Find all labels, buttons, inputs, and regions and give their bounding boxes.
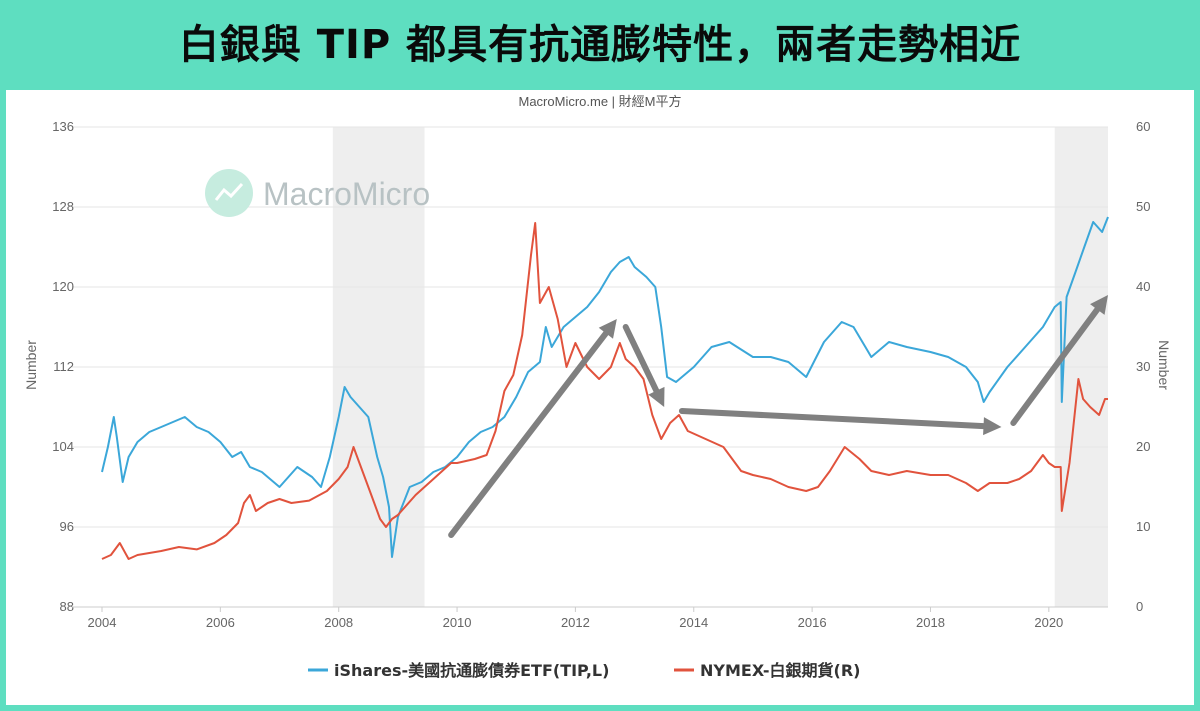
x-tick-label: 2010 — [443, 615, 472, 630]
trend-arrow-head-icon — [598, 319, 617, 339]
left-tick-label: 88 — [60, 599, 74, 614]
x-tick-label: 2004 — [88, 615, 117, 630]
trend-arrow-head-icon — [1090, 295, 1108, 315]
trend-arrow-shaft — [1010, 306, 1101, 426]
left-tick-label: 112 — [53, 359, 74, 374]
series-line-silver — [101, 222, 1108, 560]
trend-arrows — [448, 295, 1108, 538]
right-tick-label: 10 — [1136, 519, 1150, 534]
banner-title: 白銀與 TIP 都具有抗通膨特性，兩者走勢相近 — [178, 22, 1022, 68]
trend-arrow-shaft — [622, 324, 660, 394]
title-banner: 白銀與 TIP 都具有抗通膨特性，兩者走勢相近 — [0, 0, 1200, 90]
x-tick-label: 2012 — [561, 615, 590, 630]
left-axis-title: Number — [23, 340, 39, 390]
x-tick-label: 2018 — [916, 615, 945, 630]
left-tick-label: 128 — [52, 199, 74, 214]
watermark-logo-chart-icon — [214, 182, 244, 201]
x-tick-label: 2014 — [679, 615, 708, 630]
trend-arrow-head-icon — [648, 386, 665, 407]
chart-source: MacroMicro.me | 財經M平方 — [519, 94, 682, 109]
chart: MacroMicro MacroMicro.me | 財經M平方 8896104… — [23, 94, 1172, 680]
trend-arrow-head-icon — [983, 417, 1002, 436]
left-tick-label: 120 — [52, 279, 74, 294]
x-tick-label: 2016 — [798, 615, 827, 630]
right-axis-title: Number — [1156, 340, 1172, 390]
series-line-tip — [101, 216, 1109, 558]
x-tick-label: 2020 — [1034, 615, 1063, 630]
trend-arrow-shaft — [448, 330, 609, 538]
x-tick-label: 2008 — [324, 615, 353, 630]
x-axis: 2004 2006 2008 2010 2012 2014 2016 2018 2020 — [72, 606, 1108, 630]
right-tick-label: 20 — [1136, 439, 1150, 454]
right-y-axis: 0 10 20 30 40 50 60 — [1136, 119, 1150, 614]
legend: iShares-美國抗通膨債券ETF(TIP,L) NYMEX-白銀期貨(R) — [308, 661, 860, 680]
x-tick-label: 2006 — [206, 615, 235, 630]
right-tick-label: 50 — [1136, 199, 1150, 214]
trend-arrow-shaft — [678, 408, 987, 430]
left-tick-label: 104 — [52, 439, 74, 454]
right-tick-label: 40 — [1136, 279, 1150, 294]
watermark: MacroMicro — [205, 169, 430, 217]
right-tick-label: 0 — [1136, 599, 1143, 614]
left-tick-label: 96 — [60, 519, 74, 534]
right-tick-label: 60 — [1136, 119, 1150, 134]
series-lines — [101, 216, 1109, 560]
legend-label-silver: NYMEX-白銀期貨(R) — [700, 661, 860, 680]
left-y-axis: 88 96 104 112 120 128 136 — [52, 119, 74, 614]
left-tick-label: 136 — [52, 119, 74, 134]
watermark-text: MacroMicro — [263, 176, 430, 212]
chart-panel: MacroMicro MacroMicro.me | 財經M平方 88 96 104… — [6, 90, 1194, 705]
legend-label-tip: iShares-美國抗通膨債券ETF(TIP,L) — [334, 661, 609, 680]
right-tick-label: 30 — [1136, 359, 1150, 374]
